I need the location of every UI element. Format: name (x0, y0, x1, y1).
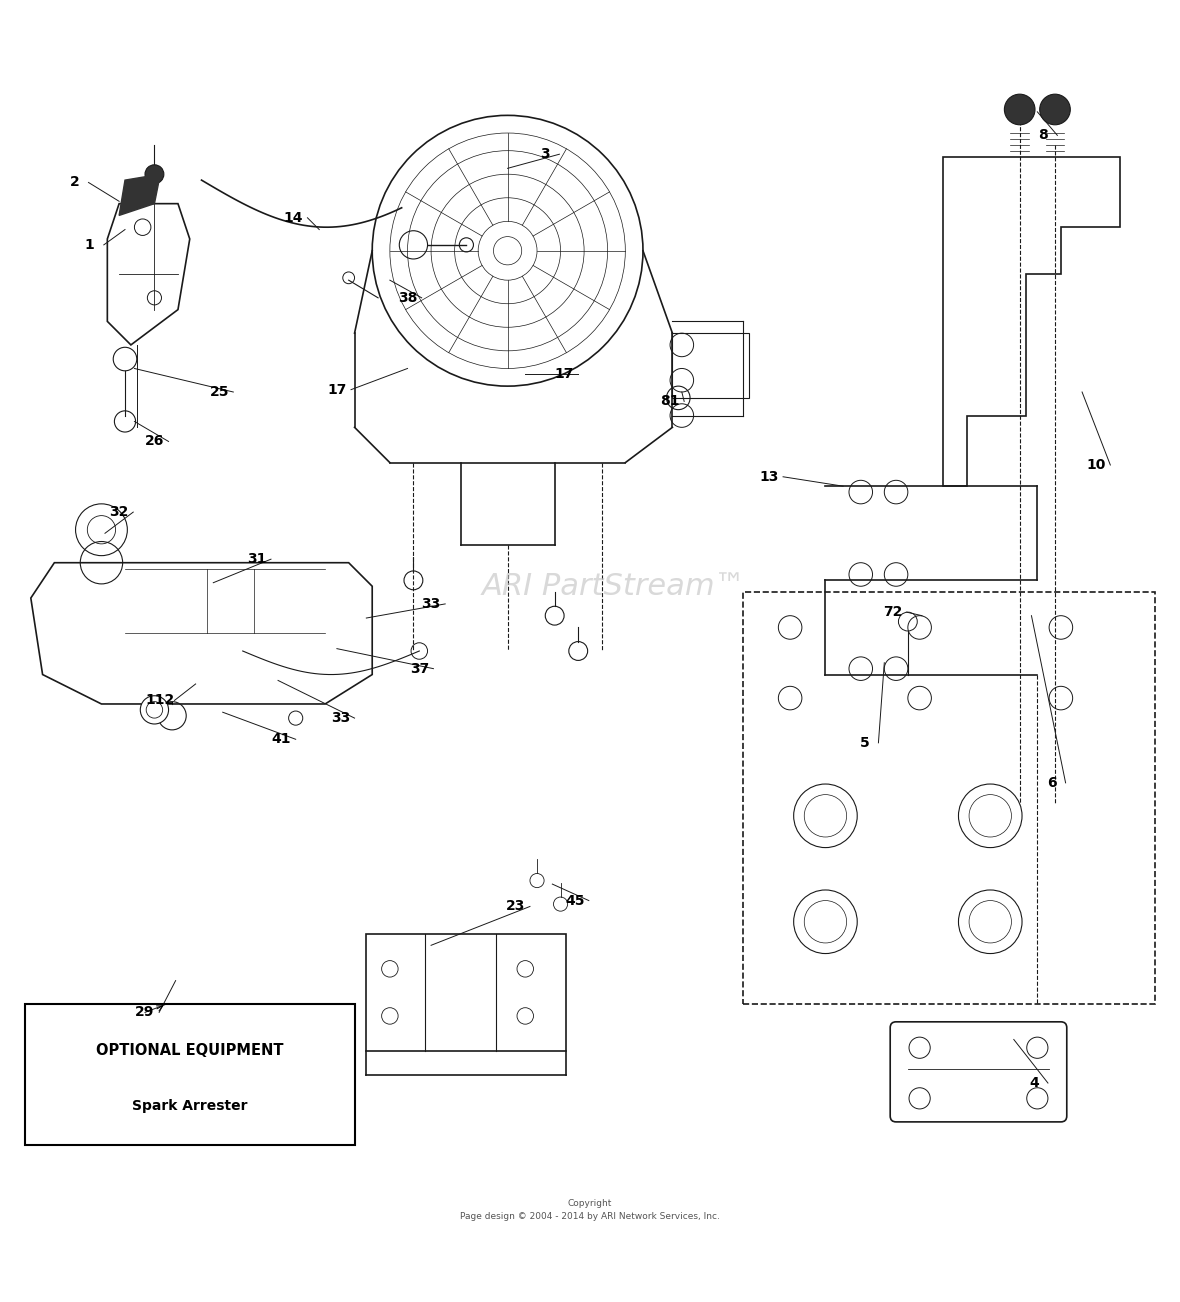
Text: 3: 3 (540, 147, 550, 161)
Text: OPTIONAL EQUIPMENT: OPTIONAL EQUIPMENT (96, 1043, 283, 1059)
Text: 33: 33 (330, 711, 350, 725)
Text: 37: 37 (409, 661, 428, 676)
Text: 33: 33 (421, 596, 440, 611)
Text: 32: 32 (110, 505, 129, 519)
Text: 26: 26 (145, 435, 164, 448)
Bar (366, 934, 566, 1051)
Text: 4: 4 (1029, 1075, 1038, 1090)
Text: Spark Arrester: Spark Arrester (132, 1099, 248, 1113)
Text: 6: 6 (1047, 776, 1056, 790)
Circle shape (113, 348, 137, 371)
Text: 38: 38 (398, 290, 418, 305)
Circle shape (1040, 94, 1070, 125)
Text: 23: 23 (506, 900, 525, 914)
Text: 8: 8 (1038, 129, 1048, 142)
Text: 13: 13 (759, 470, 779, 484)
Text: 45: 45 (565, 893, 584, 907)
Text: 2: 2 (70, 176, 79, 190)
Text: 81: 81 (661, 395, 680, 409)
Circle shape (1004, 94, 1035, 125)
Text: 14: 14 (283, 211, 303, 225)
Text: 29: 29 (136, 1005, 155, 1019)
Text: ARI PartStream™: ARI PartStream™ (481, 572, 746, 600)
Text: 5: 5 (859, 736, 870, 750)
Text: 17: 17 (327, 383, 347, 397)
Circle shape (145, 165, 164, 184)
Bar (673, 333, 749, 398)
Text: 41: 41 (271, 732, 291, 746)
Bar (25, 1004, 354, 1146)
Text: 25: 25 (209, 385, 229, 398)
Text: 1: 1 (85, 238, 94, 251)
Circle shape (140, 695, 169, 724)
Text: 31: 31 (247, 552, 267, 566)
Text: 17: 17 (555, 367, 573, 381)
Text: Copyright
Page design © 2004 - 2014 by ARI Network Services, Inc.: Copyright Page design © 2004 - 2014 by A… (460, 1199, 720, 1221)
Text: 10: 10 (1087, 458, 1106, 473)
Text: 112: 112 (145, 694, 175, 707)
Text: 72: 72 (883, 605, 903, 620)
Polygon shape (119, 174, 160, 215)
Bar (743, 592, 1155, 1004)
